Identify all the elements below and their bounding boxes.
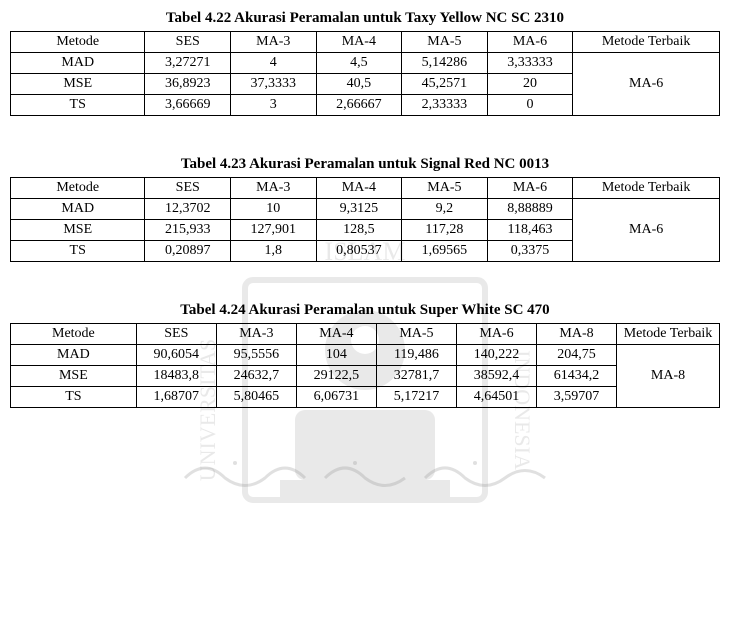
table-row: Metode SES MA-3 MA-4 MA-5 MA-6 MA-8 Meto… — [11, 324, 720, 345]
cell: 5,14286 — [402, 53, 488, 74]
cell: 32781,7 — [376, 366, 456, 387]
col-header: MA-5 — [402, 32, 488, 53]
table2-title: Tabel 4.23 Akurasi Peramalan untuk Signa… — [10, 156, 720, 173]
cell: 90,6054 — [136, 345, 216, 366]
best-cell: MA-6 — [573, 53, 720, 116]
cell: 20 — [487, 74, 573, 95]
cell: 8,88889 — [487, 199, 573, 220]
cell: 24632,7 — [216, 366, 296, 387]
cell: 4,5 — [316, 53, 402, 74]
col-header: SES — [145, 178, 231, 199]
cell: MAD — [11, 345, 137, 366]
cell: 0,80537 — [316, 241, 402, 262]
cell: 40,5 — [316, 74, 402, 95]
col-header: MA-8 — [537, 324, 617, 345]
cell: 45,2571 — [402, 74, 488, 95]
cell: 204,75 — [537, 345, 617, 366]
col-header: MA-3 — [231, 32, 317, 53]
cell: 118,463 — [487, 220, 573, 241]
col-header: Metode — [11, 178, 145, 199]
cell: 95,5556 — [216, 345, 296, 366]
best-cell: MA-6 — [573, 199, 720, 262]
cell: 215,933 — [145, 220, 231, 241]
table3-title: Tabel 4.24 Akurasi Peramalan untuk Super… — [10, 302, 720, 319]
cell: 36,8923 — [145, 74, 231, 95]
cell: 2,33333 — [402, 95, 488, 116]
col-header: Metode Terbaik — [617, 324, 720, 345]
cell: 117,28 — [402, 220, 488, 241]
cell: 10 — [231, 199, 317, 220]
cell: 5,80465 — [216, 387, 296, 408]
cell: 0,3375 — [487, 241, 573, 262]
cell: 12,3702 — [145, 199, 231, 220]
cell: 6,06731 — [296, 387, 376, 408]
cell: 9,2 — [402, 199, 488, 220]
cell: 3 — [231, 95, 317, 116]
cell: 4 — [231, 53, 317, 74]
col-header: MA-4 — [296, 324, 376, 345]
cell: 29122,5 — [296, 366, 376, 387]
col-header: Metode Terbaik — [573, 32, 720, 53]
table-row: Metode SES MA-3 MA-4 MA-5 MA-6 Metode Te… — [11, 32, 720, 53]
cell: 18483,8 — [136, 366, 216, 387]
table2: Metode SES MA-3 MA-4 MA-5 MA-6 Metode Te… — [10, 177, 720, 262]
table-row: MAD 90,6054 95,5556 104 119,486 140,222 … — [11, 345, 720, 366]
col-header: MA-3 — [216, 324, 296, 345]
table1-title: Tabel 4.22 Akurasi Peramalan untuk Taxy … — [10, 10, 720, 27]
watermark-arabic — [10, 448, 720, 506]
col-header: SES — [136, 324, 216, 345]
col-header: MA-6 — [487, 32, 573, 53]
cell: 61434,2 — [537, 366, 617, 387]
table-row: Metode SES MA-3 MA-4 MA-5 MA-6 Metode Te… — [11, 178, 720, 199]
cell: 4,64501 — [456, 387, 536, 408]
cell: 0 — [487, 95, 573, 116]
cell: 128,5 — [316, 220, 402, 241]
cell: 0,20897 — [145, 241, 231, 262]
col-header: MA-5 — [402, 178, 488, 199]
table-row: TS 1,68707 5,80465 6,06731 5,17217 4,645… — [11, 387, 720, 408]
col-header: MA-6 — [456, 324, 536, 345]
cell: 3,59707 — [537, 387, 617, 408]
cell: 119,486 — [376, 345, 456, 366]
col-header: MA-5 — [376, 324, 456, 345]
cell: TS — [11, 387, 137, 408]
cell: 9,3125 — [316, 199, 402, 220]
cell: 1,8 — [231, 241, 317, 262]
table3: Metode SES MA-3 MA-4 MA-5 MA-6 MA-8 Meto… — [10, 323, 720, 408]
cell: MAD — [11, 53, 145, 74]
cell: MSE — [11, 74, 145, 95]
cell: 1,69565 — [402, 241, 488, 262]
cell: 5,17217 — [376, 387, 456, 408]
table-row: MSE 18483,8 24632,7 29122,5 32781,7 3859… — [11, 366, 720, 387]
col-header: MA-4 — [316, 178, 402, 199]
table-row: MAD 3,27271 4 4,5 5,14286 3,33333 MA-6 — [11, 53, 720, 74]
col-header: Metode Terbaik — [573, 178, 720, 199]
cell: 3,66669 — [145, 95, 231, 116]
best-cell: MA-8 — [617, 345, 720, 408]
cell: MSE — [11, 366, 137, 387]
col-header: SES — [145, 32, 231, 53]
cell: TS — [11, 95, 145, 116]
cell: 37,3333 — [231, 74, 317, 95]
cell: MAD — [11, 199, 145, 220]
col-header: Metode — [11, 32, 145, 53]
col-header: Metode — [11, 324, 137, 345]
col-header: MA-3 — [231, 178, 317, 199]
cell: TS — [11, 241, 145, 262]
cell: 127,901 — [231, 220, 317, 241]
cell: 3,27271 — [145, 53, 231, 74]
cell: 2,66667 — [316, 95, 402, 116]
cell: 1,68707 — [136, 387, 216, 408]
col-header: MA-4 — [316, 32, 402, 53]
cell: 3,33333 — [487, 53, 573, 74]
table1: Metode SES MA-3 MA-4 MA-5 MA-6 Metode Te… — [10, 31, 720, 116]
col-header: MA-6 — [487, 178, 573, 199]
cell: 38592,4 — [456, 366, 536, 387]
table-row: MAD 12,3702 10 9,3125 9,2 8,88889 MA-6 — [11, 199, 720, 220]
cell: 140,222 — [456, 345, 536, 366]
cell: 104 — [296, 345, 376, 366]
cell: MSE — [11, 220, 145, 241]
